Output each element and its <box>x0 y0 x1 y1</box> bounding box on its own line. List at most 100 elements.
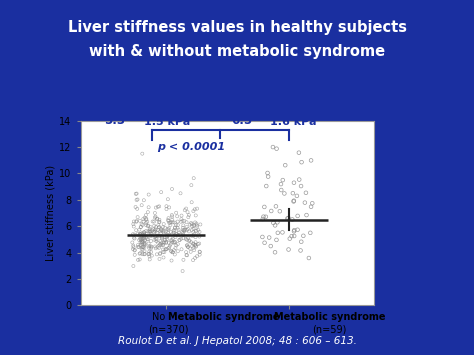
Point <box>150 223 158 229</box>
Point <box>140 251 148 257</box>
Point <box>279 230 286 235</box>
Point <box>298 239 305 245</box>
Point <box>142 222 150 228</box>
Point <box>279 177 287 183</box>
Point <box>148 253 155 258</box>
Text: 6.5: 6.5 <box>232 114 253 127</box>
Point <box>151 215 159 220</box>
Point <box>267 243 274 249</box>
Point <box>191 242 199 247</box>
Point <box>282 162 289 168</box>
Point <box>143 216 150 222</box>
Point <box>186 237 193 243</box>
Point <box>184 244 192 250</box>
Point <box>264 170 271 176</box>
Point <box>152 224 160 230</box>
Point <box>160 228 167 234</box>
Point <box>153 230 161 236</box>
Point <box>152 205 160 211</box>
Point <box>180 233 187 238</box>
Point <box>183 228 191 233</box>
Point <box>186 222 193 228</box>
Point <box>193 253 201 259</box>
Point <box>273 146 280 152</box>
Point <box>141 244 148 250</box>
Point <box>290 229 298 234</box>
Point <box>262 214 270 220</box>
Point <box>190 222 198 228</box>
Point <box>153 251 161 257</box>
Point <box>142 228 150 234</box>
Text: Metabolic syndrome: Metabolic syndrome <box>168 312 280 322</box>
Point <box>196 234 203 239</box>
Point <box>151 234 159 239</box>
Point <box>300 233 307 239</box>
Point <box>309 201 316 206</box>
Point <box>269 144 277 150</box>
Point <box>185 239 193 244</box>
Point <box>192 243 200 248</box>
Point <box>290 198 298 203</box>
Point <box>136 218 144 224</box>
Point <box>134 257 142 263</box>
Point <box>139 216 147 222</box>
Point <box>139 247 146 253</box>
Point <box>157 228 165 233</box>
Point <box>129 243 137 248</box>
Point <box>171 239 179 245</box>
Point <box>136 237 143 243</box>
Point <box>184 235 192 241</box>
Point <box>295 150 303 155</box>
Text: p < 0.0001: p < 0.0001 <box>157 142 225 152</box>
Text: Metabolic syndrome: Metabolic syndrome <box>273 312 385 322</box>
Point <box>167 241 174 247</box>
Point <box>187 220 195 226</box>
Point <box>133 219 140 225</box>
Point <box>302 190 310 196</box>
Point <box>161 240 168 245</box>
Point <box>162 246 170 252</box>
Point <box>157 230 164 236</box>
Point <box>169 219 177 225</box>
Point <box>130 232 138 237</box>
Point <box>157 226 164 231</box>
Point <box>140 197 147 203</box>
Point <box>137 231 144 237</box>
Point <box>167 229 174 235</box>
Point <box>151 228 158 233</box>
Point <box>170 230 177 235</box>
Point <box>142 212 150 218</box>
Point <box>161 225 169 231</box>
Point <box>170 228 177 234</box>
Point <box>156 241 164 247</box>
Point <box>138 245 146 250</box>
Point <box>138 202 146 208</box>
Point <box>301 200 309 206</box>
Point <box>176 237 183 243</box>
Point <box>182 249 190 255</box>
Point <box>139 236 146 241</box>
Text: 1.6 kPa: 1.6 kPa <box>270 117 317 127</box>
Point <box>155 245 163 251</box>
Point <box>130 244 137 250</box>
Point <box>183 243 191 248</box>
Point <box>188 223 196 229</box>
Point <box>142 220 150 226</box>
Point <box>179 225 187 231</box>
Point <box>134 244 142 250</box>
Point <box>156 229 164 234</box>
Point <box>138 230 146 235</box>
Point <box>152 226 160 232</box>
Point <box>271 250 279 255</box>
Point <box>163 234 170 240</box>
Point <box>156 250 164 256</box>
Point <box>177 219 185 225</box>
Point <box>138 240 146 246</box>
Point <box>145 192 153 197</box>
Point <box>164 230 172 235</box>
Point <box>133 218 140 224</box>
Point <box>181 227 188 233</box>
Point <box>141 215 148 220</box>
Point <box>272 203 280 209</box>
Point <box>147 245 155 251</box>
